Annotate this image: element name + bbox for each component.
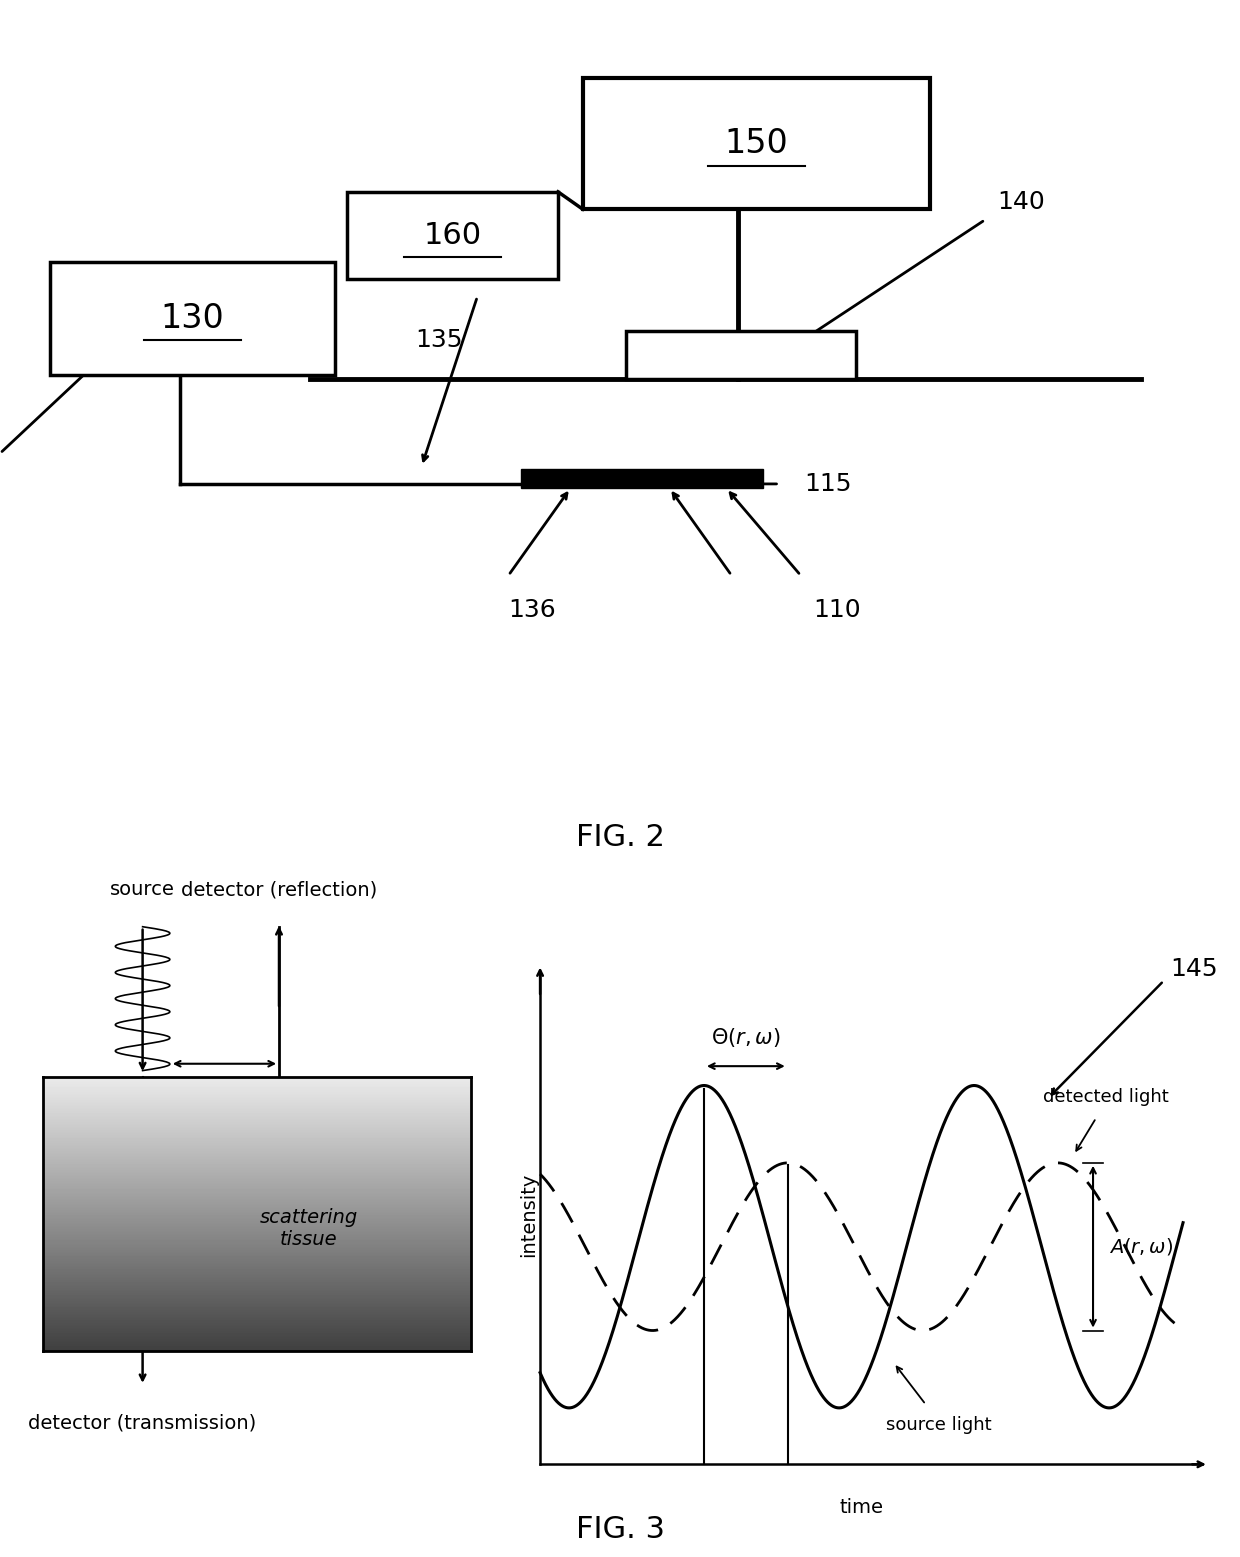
Text: FIG. 2: FIG. 2 bbox=[575, 822, 665, 852]
Text: 136: 136 bbox=[508, 598, 557, 623]
Bar bbox=[626, 332, 856, 380]
Bar bbox=[583, 78, 930, 209]
Text: 110: 110 bbox=[813, 598, 861, 623]
Text: intensity: intensity bbox=[520, 1172, 538, 1256]
Text: $\Theta(r,\omega)$: $\Theta(r,\omega)$ bbox=[711, 1026, 781, 1049]
Text: source: source bbox=[110, 880, 175, 900]
Text: 135: 135 bbox=[415, 329, 463, 352]
Bar bbox=[50, 262, 335, 375]
Text: time: time bbox=[839, 1498, 884, 1518]
Text: FIG. 3: FIG. 3 bbox=[575, 1515, 665, 1545]
Text: 130: 130 bbox=[160, 302, 224, 335]
Text: 150: 150 bbox=[724, 128, 789, 160]
Text: 160: 160 bbox=[424, 221, 481, 251]
Text: $\rho$: $\rho$ bbox=[216, 1084, 231, 1104]
Text: 140: 140 bbox=[998, 190, 1045, 215]
Text: detector (reflection): detector (reflection) bbox=[181, 880, 377, 900]
Bar bbox=[521, 469, 763, 489]
Text: detected light: detected light bbox=[1043, 1088, 1169, 1107]
Text: 115: 115 bbox=[804, 472, 852, 497]
Text: $A(r,\omega)$: $A(r,\omega)$ bbox=[1109, 1236, 1173, 1256]
Text: source light: source light bbox=[885, 1415, 992, 1434]
Text: detector (transmission): detector (transmission) bbox=[29, 1414, 257, 1432]
Bar bbox=[347, 192, 558, 279]
Text: scattering
tissue: scattering tissue bbox=[259, 1208, 358, 1249]
Text: 145: 145 bbox=[1171, 958, 1218, 981]
